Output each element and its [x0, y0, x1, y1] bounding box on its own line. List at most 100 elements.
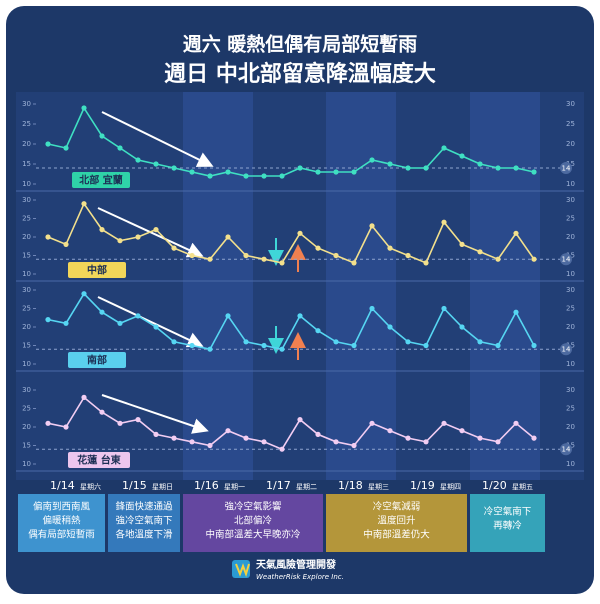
data-point	[63, 320, 69, 326]
day-weekday: 星期四	[440, 483, 461, 491]
data-point	[387, 324, 393, 330]
data-point	[297, 313, 303, 319]
day-date: 1/14	[50, 479, 75, 492]
data-point	[135, 234, 141, 240]
y-tick-label: 30	[22, 286, 31, 294]
data-point	[297, 417, 303, 423]
y-tick-label: 10	[22, 270, 31, 278]
y-tick-label: 30	[22, 386, 31, 394]
y-tick-label: 15	[22, 160, 31, 168]
y-tick-label: 30	[566, 386, 575, 394]
data-point	[99, 227, 105, 233]
region-label: 南部	[87, 354, 107, 367]
data-point	[441, 420, 447, 426]
reference-badge	[560, 443, 572, 456]
data-point	[153, 161, 159, 167]
data-point	[261, 342, 267, 349]
data-point	[531, 435, 537, 441]
data-point	[369, 420, 375, 426]
day-weekday: 星期二	[296, 483, 317, 491]
data-point	[279, 260, 285, 266]
reference-label: 14	[562, 165, 571, 173]
data-point	[495, 165, 501, 171]
data-point	[351, 342, 357, 349]
data-point	[495, 439, 501, 445]
day-band	[470, 92, 540, 480]
data-point	[315, 431, 321, 437]
data-point	[261, 256, 267, 262]
day-date: 1/16	[194, 479, 219, 492]
note-line: 偶有局部短暫雨	[28, 529, 95, 541]
data-point	[459, 153, 465, 159]
y-tick-label: 10	[566, 460, 575, 468]
day-date: 1/19	[410, 479, 435, 492]
y-tick-label: 20	[566, 140, 575, 148]
data-point	[297, 230, 303, 236]
data-point	[495, 256, 501, 262]
data-point	[531, 169, 537, 175]
data-point	[189, 169, 195, 175]
y-tick-label: 20	[566, 423, 575, 431]
data-point	[315, 169, 321, 175]
note-line: 溫度回升	[377, 515, 416, 527]
data-point	[63, 145, 69, 151]
note-line: 各地溫度下滑	[115, 529, 173, 541]
y-tick-label: 30	[22, 100, 31, 108]
data-point	[243, 435, 249, 441]
y-tick-label: 10	[566, 270, 575, 278]
data-point	[135, 313, 141, 319]
y-tick-label: 20	[22, 423, 31, 431]
day-weekday: 星期五	[512, 483, 533, 491]
data-point	[513, 230, 519, 236]
data-point	[531, 256, 537, 262]
data-point	[495, 342, 501, 349]
temperature-line	[47, 106, 535, 177]
note-box	[18, 494, 105, 552]
y-tick-label: 25	[22, 215, 31, 223]
note-line: 鋒面快速通過	[115, 501, 173, 513]
data-point	[369, 305, 375, 312]
y-tick-label: 30	[22, 196, 31, 204]
y-tick-label: 25	[566, 305, 575, 313]
data-point	[135, 417, 141, 423]
data-point	[171, 165, 177, 171]
note-box	[108, 494, 180, 552]
data-point	[405, 339, 411, 345]
y-tick-label: 25	[22, 405, 31, 413]
data-point	[81, 201, 87, 207]
data-point	[99, 133, 105, 139]
data-point	[45, 234, 51, 240]
day-weekday: 星期三	[368, 483, 389, 491]
data-point	[99, 409, 105, 415]
data-point	[405, 435, 411, 441]
data-point	[423, 165, 429, 171]
y-tick-label: 25	[566, 120, 575, 128]
reference-badge	[560, 162, 572, 174]
footer-english: WeatherRisk Explore Inc.	[256, 573, 344, 581]
trend-arrows	[97, 111, 306, 434]
y-tick-label: 10	[566, 360, 575, 368]
day-date: 1/17	[266, 479, 291, 492]
data-point	[225, 234, 231, 240]
data-point	[459, 324, 465, 330]
data-point	[117, 238, 123, 244]
region-label: 北部 宜蘭	[79, 174, 122, 187]
data-point	[279, 346, 285, 352]
data-point	[261, 439, 267, 445]
data-point	[369, 157, 375, 163]
data-point	[81, 291, 87, 297]
data-point	[441, 305, 447, 312]
data-point	[189, 439, 195, 445]
data-point	[351, 260, 357, 266]
note-line: 偏暖稍熱	[42, 515, 81, 527]
data-point	[531, 342, 537, 349]
data-point	[207, 256, 213, 262]
note-line: 偏南到西南風	[33, 501, 91, 513]
region-label-box	[68, 262, 126, 278]
y-tick-label: 10	[566, 180, 575, 188]
region-label-box	[68, 352, 126, 368]
data-point	[189, 342, 195, 349]
data-point	[387, 245, 393, 251]
data-point	[423, 260, 429, 266]
